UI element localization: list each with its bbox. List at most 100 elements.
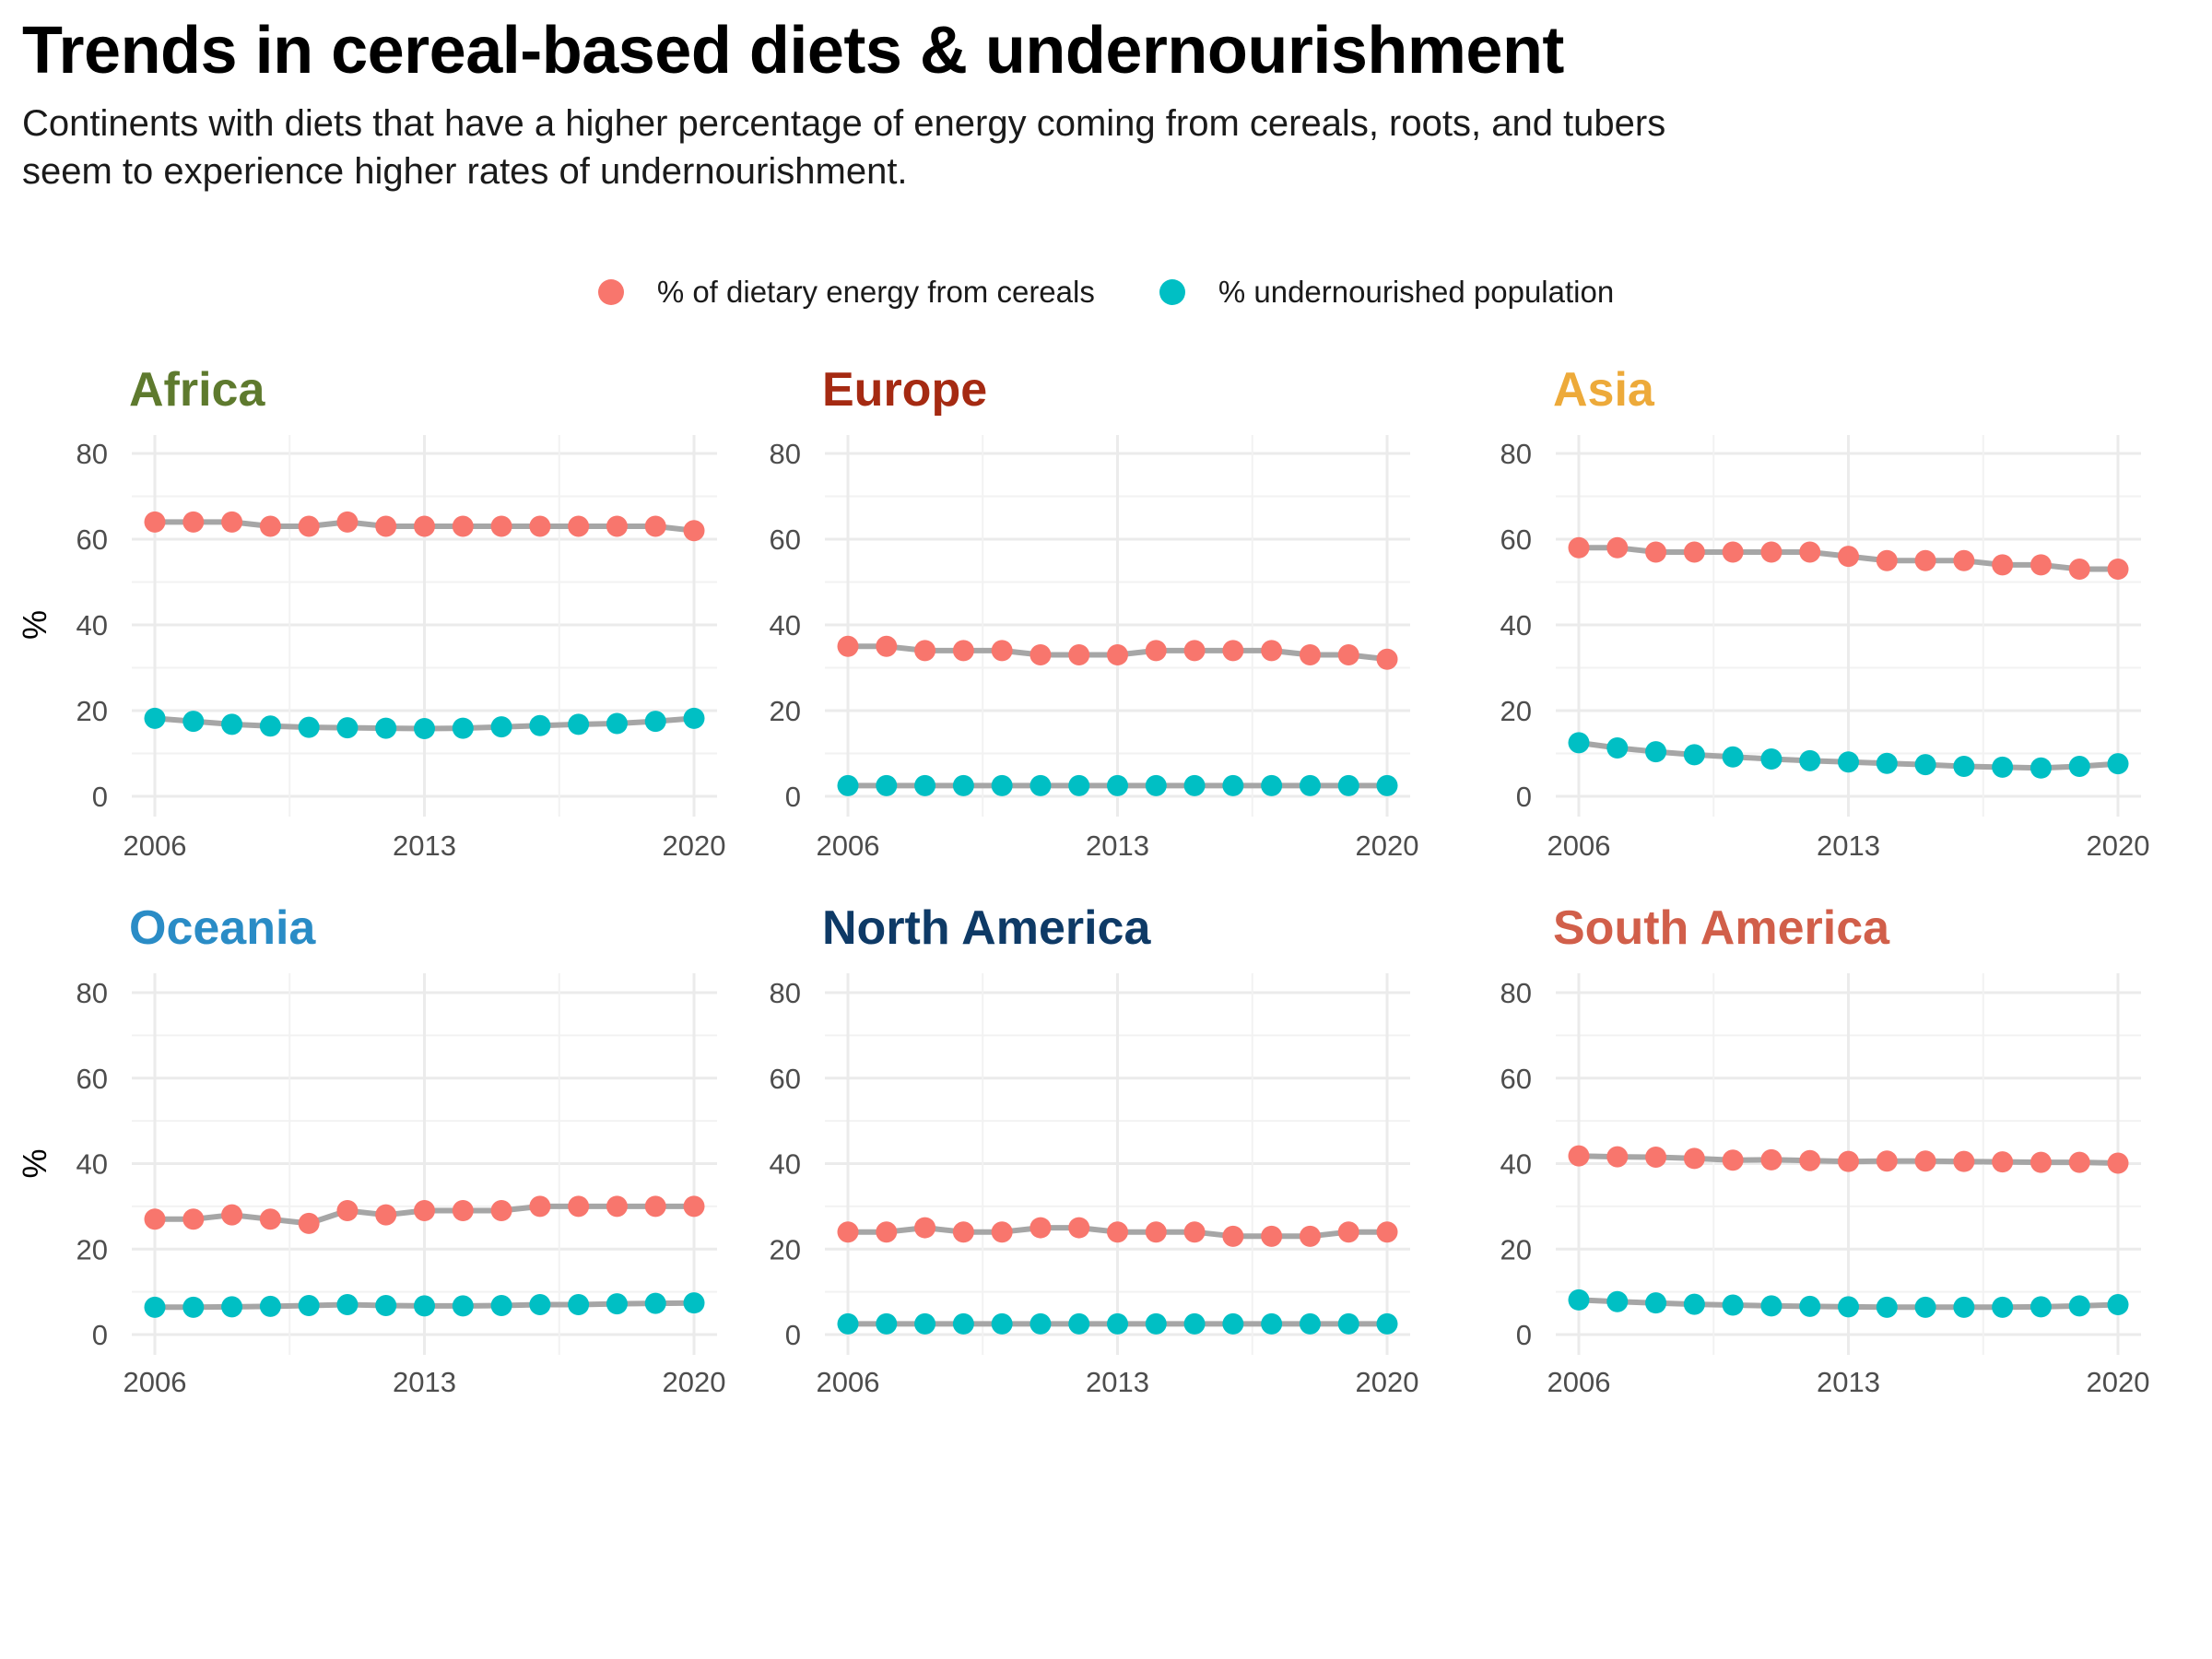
data-point: [568, 1294, 590, 1316]
data-point: [837, 774, 859, 796]
data-point: [1261, 1225, 1283, 1247]
data-point: [1799, 749, 1821, 771]
data-point: [529, 515, 551, 537]
facet-panel-5: South America 0 20 40 60 80 2006 2013 2020: [1500, 901, 2150, 1398]
data-point: [144, 1208, 166, 1230]
data-point: [1876, 752, 1898, 774]
data-point: [414, 515, 435, 537]
data-point: [1030, 1217, 1052, 1239]
data-point: [1683, 744, 1705, 766]
legend-dot-icon: [1159, 279, 1185, 305]
x-tick-label: 2006: [1547, 1366, 1611, 1398]
chart-title: Trends in cereal-based diets & undernour…: [22, 14, 1564, 88]
y-tick-label: 60: [1500, 524, 1532, 556]
data-point: [298, 1294, 320, 1316]
data-point: [1568, 732, 1590, 754]
data-point: [182, 711, 205, 733]
data-point: [644, 515, 666, 537]
data-point: [606, 1293, 628, 1315]
data-point: [414, 1295, 435, 1317]
data-point: [1992, 1151, 2014, 1173]
data-point: [952, 1221, 974, 1243]
data-point: [683, 520, 705, 542]
data-point: [1183, 640, 1206, 662]
data-point: [1799, 1295, 1821, 1317]
data-point: [529, 1195, 551, 1218]
y-tick-label: 80: [770, 438, 801, 470]
data-point: [1261, 774, 1283, 796]
data-point: [876, 1312, 898, 1335]
data-point: [1760, 1148, 1783, 1171]
data-point: [952, 640, 974, 662]
data-point: [336, 717, 359, 739]
data-point: [298, 515, 320, 537]
facet-panel-1: Europe 0 20 40 60 80 2006 2013 2020: [770, 363, 1419, 862]
data-point: [1876, 1150, 1898, 1172]
facet-panel-4: North America 0 20 40 60 80 2006 2013 2020: [770, 901, 1419, 1398]
data-point: [375, 515, 397, 537]
y-tick-label: 80: [1500, 438, 1532, 470]
data-point: [2030, 757, 2052, 779]
y-tick-label: 20: [770, 695, 801, 727]
data-point: [1606, 736, 1629, 759]
data-point: [1068, 1312, 1090, 1335]
y-tick-label: 40: [76, 1148, 108, 1181]
panel-title: South America: [1553, 901, 1890, 955]
data-point: [914, 640, 936, 662]
y-tick-label: 80: [1500, 977, 1532, 1009]
data-point: [375, 1204, 397, 1226]
y-tick-label: 0: [92, 781, 108, 813]
data-point: [914, 1217, 936, 1239]
data-point: [683, 1195, 705, 1218]
data-point: [1068, 774, 1090, 796]
data-point: [1145, 640, 1167, 662]
y-tick-label: 80: [76, 438, 108, 470]
data-point: [1914, 1150, 1936, 1172]
data-point: [1722, 1294, 1744, 1316]
data-point: [529, 1294, 551, 1316]
legend-label: % undernourished population: [1218, 275, 1615, 309]
data-point: [1992, 554, 2014, 576]
data-point: [1760, 1295, 1783, 1317]
data-point: [2107, 1152, 2129, 1174]
data-point: [837, 635, 859, 657]
data-point: [1760, 748, 1783, 771]
data-point: [1337, 1312, 1359, 1335]
data-point: [452, 717, 474, 739]
data-point: [1068, 644, 1090, 666]
data-point: [1606, 1146, 1629, 1168]
data-point: [1683, 1293, 1705, 1315]
panel-title: North America: [822, 901, 1151, 955]
data-point: [1876, 1296, 1898, 1318]
y-tick-label: 0: [785, 781, 801, 813]
data-point: [1838, 1296, 1859, 1318]
data-point: [952, 1312, 974, 1335]
data-point: [298, 716, 320, 738]
legend: % of dietary energy from cereals % under…: [0, 269, 2212, 315]
data-point: [1568, 1145, 1590, 1167]
data-point: [1222, 640, 1244, 662]
data-point: [2107, 753, 2129, 775]
y-tick-label: 0: [92, 1319, 108, 1351]
data-point: [1030, 644, 1052, 666]
data-point: [1068, 1217, 1090, 1239]
y-tick-label: 40: [770, 609, 801, 641]
data-point: [1145, 774, 1167, 796]
data-point: [1145, 1312, 1167, 1335]
data-point: [2107, 1294, 2129, 1316]
data-point: [1183, 774, 1206, 796]
data-point: [2068, 755, 2090, 777]
data-point: [1299, 1312, 1321, 1335]
x-tick-label: 2013: [1086, 1366, 1149, 1398]
data-point: [1914, 549, 1936, 571]
data-point: [1760, 541, 1783, 563]
data-point: [2068, 1151, 2090, 1173]
data-point: [2030, 1296, 2052, 1318]
panel-title: Asia: [1553, 363, 1655, 417]
y-tick-label: 80: [76, 977, 108, 1009]
data-point: [1222, 774, 1244, 796]
x-tick-label: 2006: [124, 1366, 187, 1398]
panel-title: Europe: [822, 363, 987, 417]
y-tick-label: 80: [770, 977, 801, 1009]
data-point: [1606, 1290, 1629, 1312]
